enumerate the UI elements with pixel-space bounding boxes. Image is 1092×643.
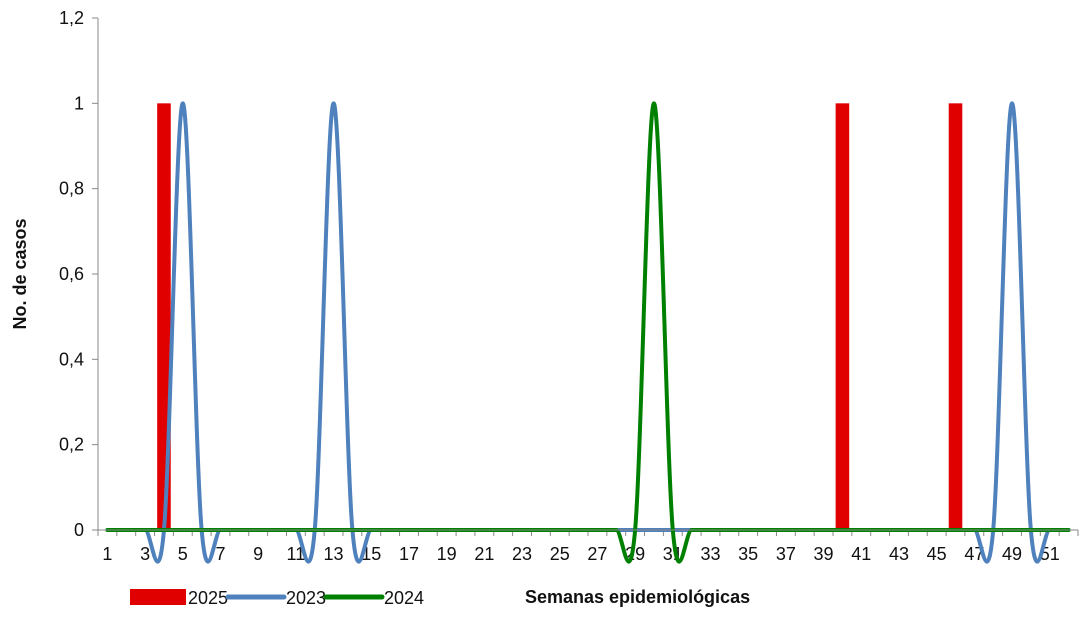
x-tick-label: 15	[361, 544, 381, 564]
x-axis-label: Semanas epidemiológicas	[525, 587, 750, 607]
y-axis-ticks: 0 0,2 0,4 0,6 0,8 1 1,2	[59, 8, 98, 540]
x-tick-label: 49	[1002, 544, 1022, 564]
x-tick-label: 21	[474, 544, 494, 564]
x-tick-label: 37	[776, 544, 796, 564]
line-series-2024	[105, 101, 1071, 564]
x-tick-label: 41	[851, 544, 871, 564]
y-tick-label: 0,2	[59, 435, 84, 455]
x-tick-label: 25	[550, 544, 570, 564]
x-tick-label: 17	[399, 544, 419, 564]
x-tick-label: 11	[287, 544, 306, 564]
x-tick-label: 7	[215, 544, 225, 564]
legend-label-2023: 2023	[286, 588, 326, 608]
x-tick-label: 5	[178, 544, 188, 564]
y-tick-label: 0,4	[59, 349, 84, 369]
axes	[97, 18, 1078, 531]
x-axis-ticks: 1 3 5 7 9 11 13 15 17 19 21 23 25 27 29 31 33 35 37 39 41 43 4…	[97, 530, 1079, 564]
x-tick-label: 33	[700, 544, 720, 564]
x-tick-label: 1	[102, 544, 112, 564]
legend-label-2024: 2024	[384, 588, 424, 608]
x-tick-label: 45	[927, 544, 947, 564]
y-axis-label: No. de casos	[10, 218, 30, 329]
line-series-2023	[105, 101, 1071, 564]
legend: 2025 2023 2024	[130, 588, 424, 608]
x-tick-label: 27	[587, 544, 607, 564]
x-tick-label: 9	[253, 544, 263, 564]
legend-swatch-2025	[130, 589, 186, 605]
x-tick-label: 19	[437, 544, 457, 564]
x-tick-label: 13	[324, 544, 344, 564]
x-tick-label: 3	[140, 544, 150, 564]
y-tick-label: 0,8	[59, 179, 84, 199]
y-tick-label: 1	[74, 93, 84, 113]
x-tick-label: 47	[964, 544, 984, 564]
x-tick-label: 39	[814, 544, 834, 564]
x-tick-label: 23	[512, 544, 532, 564]
y-tick-label: 1,2	[59, 8, 84, 28]
y-tick-label: 0	[74, 520, 84, 540]
y-tick-label: 0,6	[59, 264, 84, 284]
bar-series	[157, 103, 963, 530]
bar-2025-week-46	[948, 103, 963, 530]
line-series	[105, 101, 1071, 564]
x-tick-label: 51	[1040, 544, 1060, 564]
legend-label-2025: 2025	[188, 588, 228, 608]
x-tick-label: 43	[889, 544, 909, 564]
bar-2025-week-40	[835, 103, 850, 530]
x-tick-label: 35	[738, 544, 758, 564]
